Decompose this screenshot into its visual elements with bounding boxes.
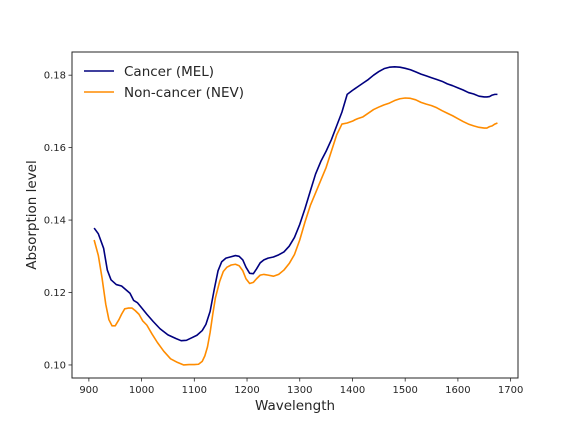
x-tick-label: 1500 xyxy=(392,385,417,396)
x-tick-label: 900 xyxy=(79,385,98,396)
y-axis-label: Absorption level xyxy=(24,160,40,269)
x-tick-label: 1300 xyxy=(287,385,312,396)
tick-layer: 900 1000 1100 1200 1300 1400 1500 1600 1700 0.10 0… xyxy=(44,71,524,396)
x-tick-label: 1100 xyxy=(182,385,207,396)
series-line-cancer-mel xyxy=(93,66,498,342)
x-axis-label: Wavelength xyxy=(255,398,335,414)
x-tick-label: 1200 xyxy=(234,385,259,396)
y-tick-label: 0.18 xyxy=(44,71,66,82)
series-line-non-cancer-nev xyxy=(93,97,498,366)
y-tick-label: 0.16 xyxy=(44,143,66,154)
legend-label-non-cancer-nev: Non-cancer (NEV) xyxy=(124,85,244,101)
x-tick-label: 1700 xyxy=(498,385,523,396)
y-tick-label: 0.10 xyxy=(44,360,66,371)
x-tick-label: 1400 xyxy=(340,385,365,396)
legend: Cancer (MEL) Non-cancer (NEV) xyxy=(84,64,244,101)
y-tick-label: 0.14 xyxy=(44,216,66,227)
legend-label-cancer-mel: Cancer (MEL) xyxy=(124,64,214,80)
plot-frame xyxy=(71,51,519,379)
y-tick-label: 0.12 xyxy=(44,288,66,299)
x-tick-label: 1600 xyxy=(445,385,470,396)
x-tick-label: 1000 xyxy=(129,385,154,396)
series-layer xyxy=(93,66,498,366)
